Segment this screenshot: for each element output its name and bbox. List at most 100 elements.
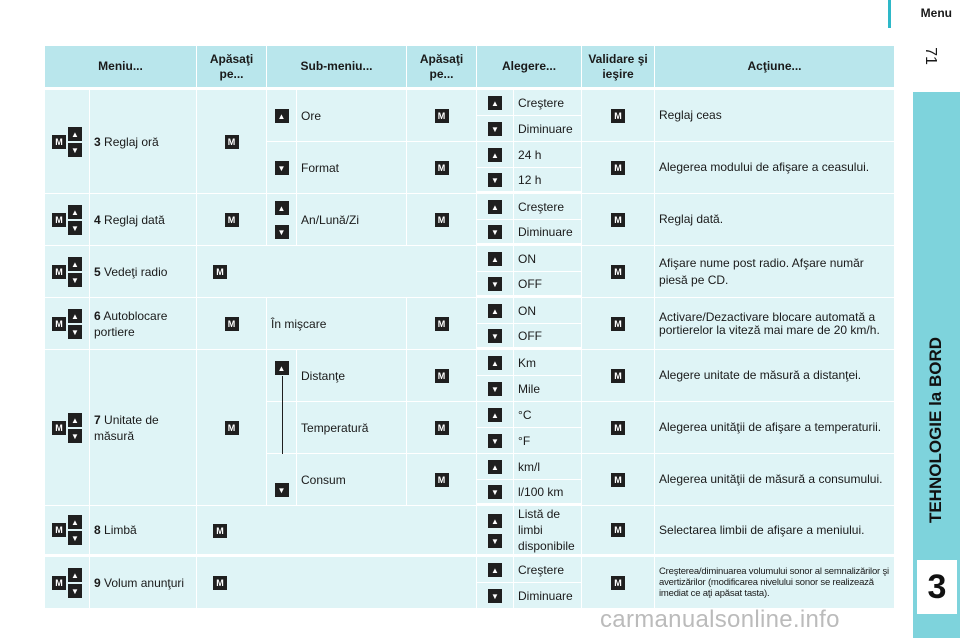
table-row: Temperatură M °C M Alegerea unităţii de … bbox=[45, 376, 896, 480]
down-arrow-icon bbox=[488, 433, 503, 448]
table-row: l/100 km bbox=[45, 480, 895, 506]
submenu-label: În mişcare bbox=[267, 298, 408, 350]
col-press-2: Apăsaţi pe... bbox=[407, 46, 478, 90]
m-key-icon: M bbox=[611, 575, 626, 590]
menu-nav-keys: M bbox=[45, 506, 90, 557]
m-key-icon: M bbox=[52, 316, 66, 331]
m-key-icon: M bbox=[611, 108, 626, 123]
m-key-icon: M bbox=[52, 212, 66, 227]
m-key-icon: M bbox=[52, 134, 66, 149]
validate-m: M bbox=[582, 454, 656, 506]
action-text: Alegerea unităţii de afişare a temperatu… bbox=[655, 402, 896, 454]
table-row: OFF bbox=[45, 324, 895, 350]
table-row: M 6 Autoblocare portiere M În mişcare M … bbox=[45, 298, 896, 350]
up-arrow-icon bbox=[488, 459, 503, 474]
submenu-label: An/Lună/Zi bbox=[297, 194, 408, 246]
choice-down bbox=[477, 220, 515, 246]
up-arrow-icon bbox=[274, 360, 289, 375]
m-key-icon: M bbox=[434, 472, 449, 487]
validate-m: M bbox=[582, 298, 656, 350]
sub-nav-connector bbox=[281, 376, 283, 480]
menu-label: 3 Reglaj oră bbox=[90, 90, 198, 194]
table-row: Consum M km/l M Alegerea unităţii de măs… bbox=[45, 454, 896, 506]
menu-nav-keys: M bbox=[45, 350, 90, 506]
choice-up bbox=[477, 350, 515, 376]
table-row: Diminuare bbox=[45, 583, 895, 609]
up-arrow-icon bbox=[488, 513, 503, 528]
table-row: M 3 Reglaj oră M Ore M Creştere M Reglaj… bbox=[45, 90, 896, 194]
up-arrow-icon bbox=[68, 567, 82, 582]
press-m: M bbox=[197, 350, 268, 506]
sub-nav-down bbox=[267, 142, 298, 194]
m-key-icon: M bbox=[611, 264, 626, 279]
choice-up bbox=[477, 298, 515, 324]
choice-up bbox=[477, 454, 515, 480]
menu-table: Meniu... Apăsaţi pe... Sub-meniu... Apăs… bbox=[45, 46, 896, 609]
choice-down bbox=[477, 583, 515, 609]
down-arrow-icon bbox=[488, 533, 503, 548]
choice-label: Mile bbox=[514, 376, 583, 402]
sub-nav-keys bbox=[267, 194, 298, 246]
press-m: M bbox=[407, 454, 478, 506]
choice-label: 12 h bbox=[514, 168, 583, 194]
choice-label: °F bbox=[514, 428, 583, 454]
validate-m: M bbox=[582, 506, 656, 557]
validate-m: M bbox=[582, 350, 656, 402]
col-action: Acţiune... bbox=[655, 46, 896, 90]
m-key-icon: M bbox=[434, 420, 449, 435]
press-m: M bbox=[407, 194, 478, 246]
choice-label: Diminuare bbox=[514, 220, 583, 246]
choice-label: OFF bbox=[514, 324, 583, 350]
choice-up-down bbox=[477, 506, 515, 557]
down-arrow-icon bbox=[68, 324, 82, 339]
choice-label: l/100 km bbox=[514, 480, 583, 506]
down-arrow-icon bbox=[68, 142, 82, 157]
press-m: M bbox=[197, 298, 268, 350]
choice-down bbox=[477, 428, 515, 454]
m-key-icon: M bbox=[611, 420, 626, 435]
action-text: Activare/Dezactivare blocare automată a … bbox=[655, 298, 896, 350]
m-key-icon: M bbox=[611, 212, 626, 227]
action-text: Reglaj ceas bbox=[655, 90, 896, 142]
table-row: M 5 Vedeţi radio M ON M Afişare nume pos… bbox=[45, 246, 896, 298]
choice-up bbox=[477, 142, 515, 168]
up-arrow-icon bbox=[488, 355, 503, 370]
m-key-icon: M bbox=[224, 420, 239, 435]
m-key-icon: M bbox=[213, 523, 228, 538]
choice-label: ON bbox=[514, 298, 583, 324]
choice-down bbox=[477, 376, 515, 402]
m-key-icon: M bbox=[611, 472, 626, 487]
down-arrow-icon bbox=[274, 225, 289, 239]
table-row: M 9 Volum anunţuri M Creştere M Creştere… bbox=[45, 557, 896, 609]
choice-down bbox=[477, 272, 515, 298]
down-arrow-icon bbox=[274, 160, 289, 175]
press-m: M bbox=[197, 90, 268, 194]
press-m: M bbox=[197, 506, 478, 557]
table-row: Diminuare bbox=[45, 116, 895, 142]
m-key-icon: M bbox=[52, 264, 66, 279]
press-m: M bbox=[197, 557, 478, 609]
table-row: M 8 Limbă M Listă de limbi disponibile M… bbox=[45, 506, 896, 557]
m-key-icon: M bbox=[611, 523, 626, 538]
menu-nav-keys: M bbox=[45, 298, 90, 350]
col-press-1: Apăsaţi pe... bbox=[197, 46, 268, 90]
m-key-icon: M bbox=[611, 368, 626, 383]
down-arrow-icon bbox=[488, 121, 503, 136]
table-row: Format M 24 h M Alegerea modului de afiş… bbox=[45, 142, 896, 194]
choice-label: Listă de limbi disponibile bbox=[514, 506, 583, 557]
chapter-title: TEHNOLOGIE la BORD bbox=[913, 300, 960, 560]
action-text: Alegerea modului de afişare a ceasului. bbox=[655, 142, 896, 194]
down-arrow-icon bbox=[68, 272, 82, 287]
page-number: 71 bbox=[922, 47, 939, 65]
watermark: carmanualsonline.info bbox=[600, 606, 840, 633]
chapter-number: 3 bbox=[917, 560, 957, 614]
menu-label: 6 Autoblocare portiere bbox=[90, 298, 198, 350]
down-arrow-icon bbox=[488, 328, 503, 343]
press-m: M bbox=[407, 350, 478, 402]
header-row: Meniu... Apăsaţi pe... Sub-meniu... Apăs… bbox=[45, 46, 896, 90]
action-text: Creşterea/diminuarea volumului sonor al … bbox=[655, 557, 896, 609]
choice-label: Creştere bbox=[514, 557, 583, 583]
choice-label: km/l bbox=[514, 454, 583, 480]
down-arrow-icon bbox=[488, 381, 503, 396]
up-arrow-icon bbox=[488, 95, 503, 110]
